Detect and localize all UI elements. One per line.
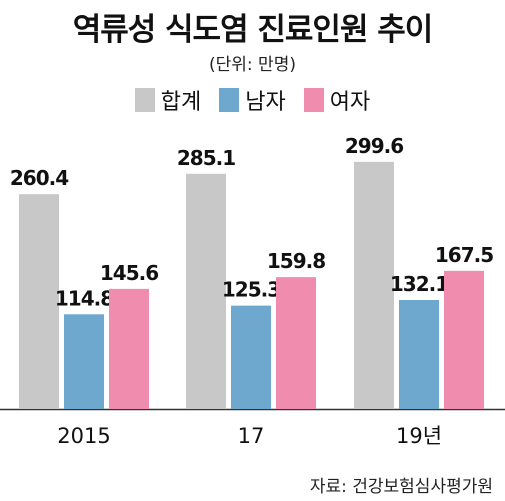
legend-item-total: 합계 [134, 84, 202, 116]
bar-total-2 [354, 161, 394, 409]
x-tick-label-1: 17 [238, 424, 265, 448]
x-tick-label-0: 2015 [57, 424, 110, 448]
bar-female-0 [109, 288, 149, 409]
bar-male-1 [231, 305, 271, 409]
value-label-female-0: 145.6 [100, 261, 158, 285]
value-label-total-0: 260.4 [10, 166, 68, 190]
bar-male-2 [399, 300, 439, 409]
value-label-total-1: 285.1 [177, 146, 235, 170]
x-tick-label-2: 19년 [396, 424, 442, 448]
value-label-male-0: 114.8 [55, 286, 113, 310]
legend-swatch-female [303, 88, 324, 112]
legend: 합계 남자 여자 [0, 84, 505, 116]
bar-female-1 [276, 277, 316, 409]
value-label-male-1: 125.3 [222, 278, 280, 302]
legend-label-female: 여자 [329, 90, 371, 115]
unit-label: (단위: 만명) [209, 55, 296, 75]
value-label-total-2: 299.6 [345, 134, 403, 158]
legend-label-total: 합계 [160, 90, 202, 115]
value-label-female-1: 159.8 [267, 249, 325, 273]
value-label-female-2: 167.5 [435, 243, 493, 267]
source-note: 자료: 건강보험심사평가원 [309, 477, 493, 497]
bar-male-0 [64, 314, 104, 409]
legend-swatch-total [134, 88, 155, 112]
legend-label-male: 남자 [245, 90, 286, 115]
value-label-male-2: 132.1 [390, 272, 448, 296]
bar-total-1 [186, 173, 226, 409]
legend-swatch-male [219, 88, 240, 112]
bar-total-0 [19, 194, 59, 409]
legend-item-male: 남자 [219, 84, 286, 116]
bar-female-2 [444, 270, 484, 409]
legend-item-female: 여자 [303, 84, 371, 116]
chart-title: 역류성 식도염 진료인원 추이 [72, 12, 434, 48]
